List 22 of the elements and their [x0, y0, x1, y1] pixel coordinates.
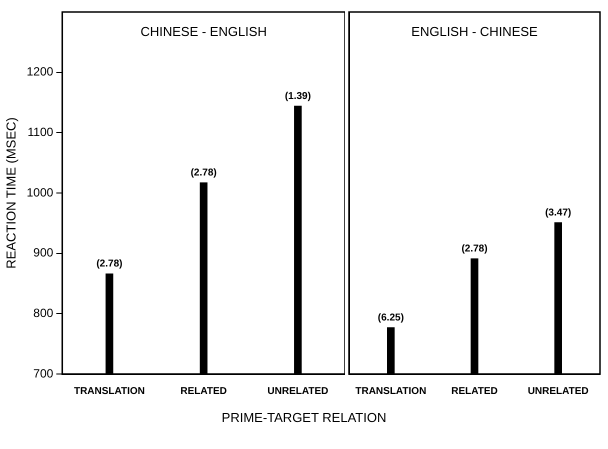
annotation: (2.78) — [190, 167, 217, 178]
y-tick-label: 700 — [33, 366, 54, 380]
x-axis-title: PRIME-TARGET RELATION — [220, 410, 388, 425]
y-axis-title: REACTION TIME (MSEC) — [3, 117, 18, 269]
x-tick-label: TRANSLATION — [355, 386, 426, 397]
annotation: (2.78) — [96, 258, 122, 270]
y-tick-label: 900 — [33, 246, 54, 260]
x-tick-label: TRANSLATION — [74, 386, 145, 397]
text: CHINESE - ENGLISH — [140, 24, 267, 40]
annotation: (3.47) — [545, 207, 572, 218]
y-tick-label: 1200 — [26, 64, 54, 79]
x-tick-label: RELATED — [451, 386, 498, 397]
y-tick-label: 800 — [33, 306, 54, 320]
x-tick-label: RELATED — [180, 386, 227, 397]
text: ENGLISH - CHINESE — [411, 24, 538, 40]
y-tick-label: 1100 — [27, 124, 54, 139]
x-tick-label: UNRELATED — [528, 386, 589, 397]
y-tick-label: 1000 — [26, 185, 54, 200]
annotation: (6.25) — [378, 312, 404, 324]
x-tick-label: UNRELATED — [267, 386, 328, 397]
annotation: (1.39) — [284, 90, 311, 102]
annotation: (2.78) — [461, 244, 488, 255]
